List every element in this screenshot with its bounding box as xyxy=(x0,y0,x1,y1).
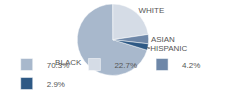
svg-text:4.2%: 4.2% xyxy=(182,61,200,70)
svg-text:WHITE: WHITE xyxy=(138,6,164,15)
svg-text:HISPANIC: HISPANIC xyxy=(150,44,187,53)
svg-text:22.7%: 22.7% xyxy=(114,61,137,70)
svg-text:70.3%: 70.3% xyxy=(47,61,70,70)
svg-text:ASIAN: ASIAN xyxy=(151,35,175,44)
svg-text:2.9%: 2.9% xyxy=(47,80,65,89)
